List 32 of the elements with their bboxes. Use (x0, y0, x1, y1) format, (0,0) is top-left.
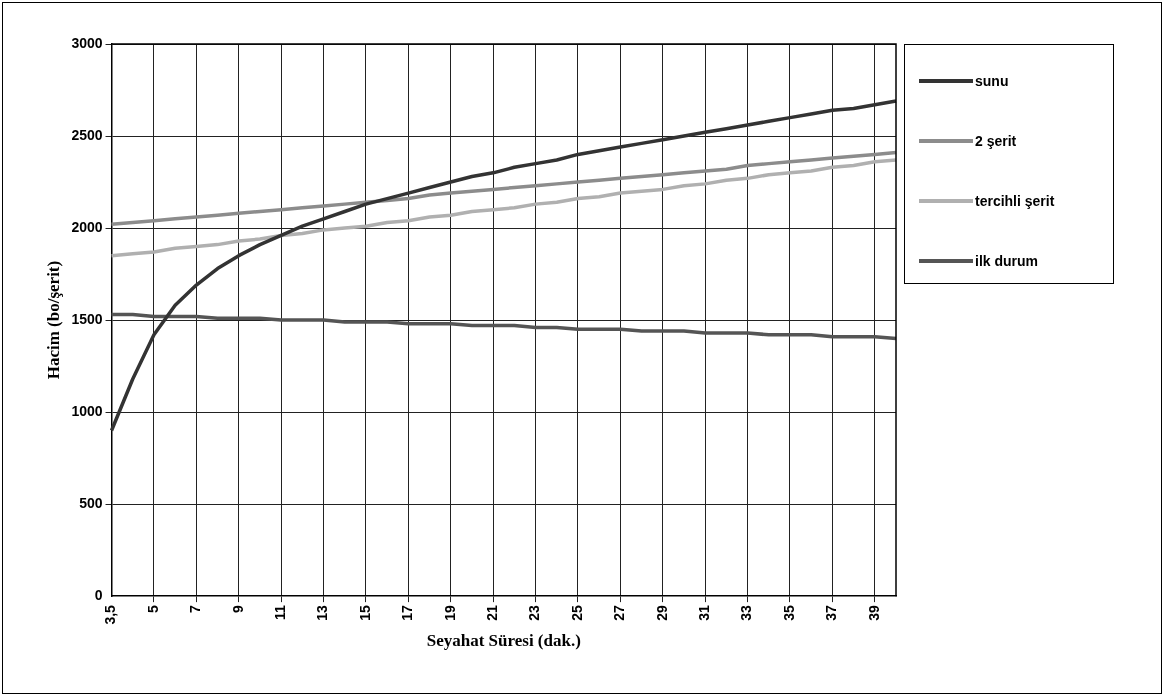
legend-label: ilk durum (975, 253, 1039, 269)
x-tick-label: 37 (823, 604, 840, 621)
x-tick-label: 15 (356, 604, 373, 621)
y-tick-label: 2000 (71, 218, 103, 235)
x-tick-label: 19 (441, 604, 458, 621)
x-tick-label: 27 (611, 604, 628, 621)
x-tick-label: 3,5 (102, 604, 119, 625)
x-tick-label: 7 (187, 604, 204, 613)
y-tick-label: 0 (94, 587, 103, 603)
x-tick-label: 29 (653, 604, 670, 621)
x-tick-label: 21 (484, 604, 501, 621)
x-tick-label: 9 (229, 604, 246, 613)
x-tick-label: 5 (144, 604, 161, 613)
x-tick-label: 25 (568, 604, 585, 621)
x-tick-label: 17 (399, 604, 416, 621)
y-tick-label: 2500 (71, 126, 103, 143)
legend-label: sunu (975, 73, 1009, 89)
y-tick-label: 3000 (71, 34, 103, 51)
y-tick-label: 1000 (71, 402, 103, 419)
x-tick-label: 11 (272, 604, 289, 620)
legend-label: tercihli şerit (975, 193, 1055, 209)
x-tick-label: 13 (314, 604, 331, 621)
x-tick-label: 23 (526, 604, 543, 621)
x-tick-label: 31 (696, 604, 713, 621)
x-tick-label: 33 (738, 604, 755, 621)
y-tick-label: 500 (79, 494, 103, 511)
y-axis-title: Hacim (bo/şerit) (43, 260, 63, 380)
x-tick-label: 39 (865, 604, 882, 621)
legend-label: 2 şerit (975, 133, 1017, 149)
x-axis-title: Seyahat Süresi (dak.) (426, 631, 581, 651)
y-tick-label: 1500 (71, 310, 103, 327)
x-tick-label: 35 (780, 604, 797, 621)
